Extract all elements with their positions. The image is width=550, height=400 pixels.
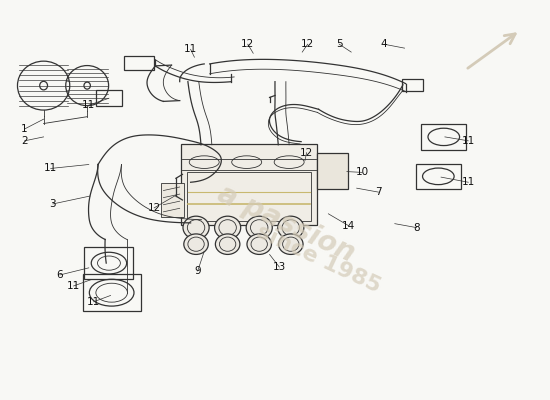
Text: 4: 4	[381, 39, 387, 49]
Text: 11: 11	[67, 281, 80, 291]
Text: 12: 12	[241, 39, 255, 49]
Ellipse shape	[278, 234, 303, 254]
Text: 12: 12	[301, 39, 314, 49]
Ellipse shape	[246, 216, 272, 239]
FancyBboxPatch shape	[181, 144, 317, 225]
Text: 7: 7	[375, 187, 382, 197]
Text: 8: 8	[413, 223, 420, 233]
Text: 2: 2	[21, 136, 28, 146]
Text: 9: 9	[194, 266, 201, 276]
Text: 11: 11	[461, 177, 475, 187]
Text: 12: 12	[300, 148, 313, 158]
Text: 11: 11	[461, 136, 475, 146]
Ellipse shape	[278, 216, 304, 239]
FancyBboxPatch shape	[317, 154, 349, 189]
Text: 1: 1	[21, 124, 28, 134]
Ellipse shape	[214, 216, 241, 239]
Text: 11: 11	[87, 297, 100, 307]
Text: 10: 10	[355, 167, 368, 177]
Text: since 1985: since 1985	[254, 222, 384, 297]
Text: 5: 5	[336, 39, 343, 49]
Text: a passion: a passion	[213, 180, 359, 268]
FancyBboxPatch shape	[161, 184, 184, 216]
Ellipse shape	[184, 234, 208, 254]
Ellipse shape	[183, 216, 209, 239]
Text: 11: 11	[44, 164, 57, 174]
Ellipse shape	[247, 234, 272, 254]
Text: 6: 6	[57, 270, 63, 280]
Ellipse shape	[216, 234, 240, 254]
Text: 13: 13	[273, 262, 286, 272]
Text: 11: 11	[184, 44, 197, 54]
Text: 12: 12	[147, 203, 161, 213]
Text: 11: 11	[81, 100, 95, 110]
Text: 3: 3	[50, 199, 56, 209]
Text: 14: 14	[342, 221, 355, 231]
